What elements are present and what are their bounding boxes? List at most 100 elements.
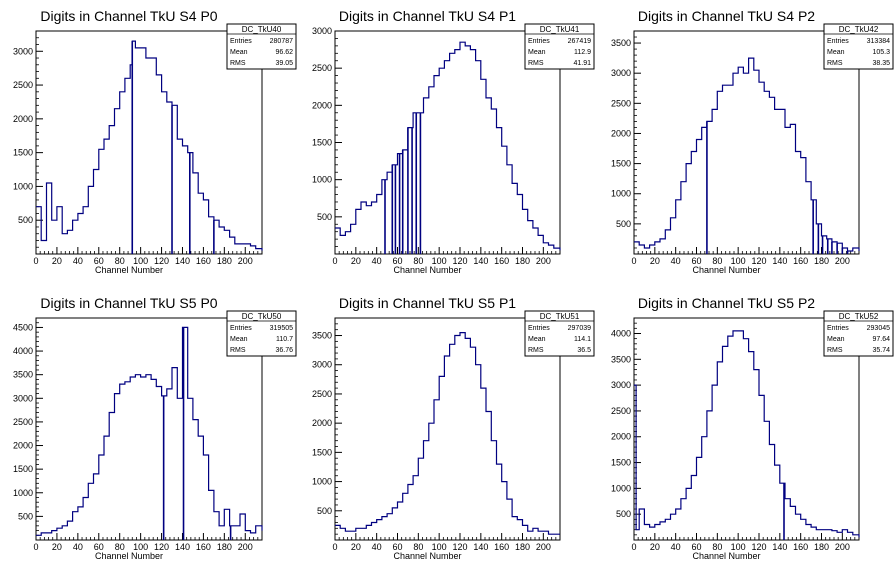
x-axis-label: Channel Number [95, 551, 163, 561]
y-tick-label: 2500 [13, 80, 33, 90]
y-tick-label: 1500 [312, 138, 332, 148]
y-tick-label: 3500 [611, 38, 631, 48]
x-tick-label: 80 [712, 256, 722, 266]
x-tick-label: 100 [432, 256, 447, 266]
y-tick-label: 2500 [611, 98, 631, 108]
x-tick-label: 0 [332, 542, 337, 552]
x-tick-label: 80 [413, 256, 423, 266]
stats-box-frame [226, 310, 297, 357]
x-tick-label: 140 [175, 542, 190, 552]
stats-label: RMS [230, 60, 246, 67]
stats-name: DC_TkU41 [540, 25, 580, 34]
stats-value: 36.5 [577, 347, 591, 354]
stats-label: Mean [528, 336, 546, 343]
x-tick-label: 160 [196, 256, 211, 266]
stats-box: DC_TkU42 Entries 313384 Mean 105.3 RMS 38.35 [823, 23, 894, 70]
x-tick-label: 80 [115, 542, 125, 552]
x-tick-label: 0 [631, 542, 636, 552]
stats-label: Mean [230, 49, 248, 56]
stats-box: DC_TkU52 Entries 293045 Mean 97.64 RMS 35.74 [823, 310, 894, 357]
x-axis-label: Channel Number [393, 265, 461, 275]
stats-label: Entries [827, 325, 849, 332]
chart-title: Digits in Channel TkU S4 P0 [40, 8, 217, 24]
stats-box-frame [524, 23, 595, 70]
x-tick-label: 20 [650, 542, 660, 552]
x-tick-label: 80 [712, 542, 722, 552]
x-tick-label: 100 [731, 256, 746, 266]
chart-title: Digits in Channel TkU S5 P2 [638, 295, 815, 311]
x-tick-label: 100 [133, 256, 148, 266]
x-tick-label: 180 [814, 542, 829, 552]
y-tick-label: 4000 [13, 346, 33, 356]
stats-value: 267419 [568, 38, 591, 45]
x-tick-label: 80 [115, 256, 125, 266]
stats-value: 36.76 [275, 347, 293, 354]
stats-box-frame [823, 23, 894, 70]
stats-value: 297039 [568, 325, 591, 332]
y-tick-label: 500 [317, 506, 332, 516]
stats-box-frame [524, 310, 595, 357]
x-tick-label: 20 [650, 256, 660, 266]
stats-label: Entries [230, 325, 252, 332]
x-tick-label: 160 [494, 256, 509, 266]
y-tick-label: 1000 [13, 488, 33, 498]
stats-box: DC_TkU41 Entries 267419 Mean 112.9 RMS 41.91 [524, 23, 595, 70]
x-tick-label: 100 [731, 542, 746, 552]
x-tick-label: 20 [351, 256, 361, 266]
y-tick-label: 1500 [13, 148, 33, 158]
stats-box-frame [226, 23, 297, 70]
chart-title: Digits in Channel TkU S5 P0 [40, 295, 217, 311]
x-tick-label: 160 [196, 542, 211, 552]
y-tick-label: 3000 [13, 393, 33, 403]
x-tick-label: 60 [94, 542, 104, 552]
x-tick-label: 60 [392, 256, 402, 266]
histogram-panel-6: Digits in Channel TkU S5 P2 0 20 40 60 80 100 1… [611, 295, 894, 561]
stats-value: 38.35 [872, 60, 890, 67]
x-tick-label: 60 [691, 256, 701, 266]
x-tick-label: 180 [217, 256, 232, 266]
stats-label: Mean [230, 336, 248, 343]
x-tick-label: 40 [372, 542, 382, 552]
x-tick-label: 200 [835, 256, 850, 266]
x-tick-label: 160 [793, 256, 808, 266]
y-tick-label: 3000 [611, 68, 631, 78]
histogram-panel-1: Digits in Channel TkU S4 P0 0 20 40 60 80 100 1… [13, 8, 297, 275]
stats-label: Entries [827, 38, 849, 45]
x-tick-label: 140 [473, 542, 488, 552]
histogram-panel-2: Digits in Channel TkU S4 P1 0 20 40 60 80 100 1… [312, 8, 595, 275]
stats-value: 105.3 [872, 49, 890, 56]
y-tick-label: 3500 [312, 331, 332, 341]
y-tick-label: 1000 [312, 175, 332, 185]
histogram-series [36, 326, 263, 536]
x-tick-label: 120 [452, 542, 467, 552]
x-tick-label: 140 [473, 256, 488, 266]
y-tick-label: 2500 [312, 63, 332, 73]
x-axis-label: Channel Number [393, 551, 461, 561]
stats-label: Mean [528, 49, 546, 56]
y-tick-label: 3500 [611, 354, 631, 364]
stats-value: 319505 [270, 325, 293, 332]
x-tick-label: 180 [515, 542, 530, 552]
stats-label: RMS [528, 60, 544, 67]
y-tick-label: 500 [18, 511, 33, 521]
y-tick-label: 3000 [312, 360, 332, 370]
histogram-panel-5: Digits in Channel TkU S5 P1 0 20 40 60 80 100 1… [312, 295, 595, 561]
y-tick-label: 500 [18, 215, 33, 225]
stats-value: 293045 [867, 325, 890, 332]
y-tick-label: 2000 [312, 100, 332, 110]
y-tick-label: 1500 [611, 458, 631, 468]
stats-box: DC_TkU51 Entries 297039 Mean 114.1 RMS 36.5 [524, 310, 595, 357]
stats-label: Entries [230, 38, 252, 45]
histogram-series [335, 332, 560, 535]
histogram-series [634, 57, 860, 252]
x-axis-label: Channel Number [692, 265, 760, 275]
stats-value: 41.91 [573, 60, 591, 67]
x-tick-label: 200 [536, 256, 551, 266]
x-tick-label: 40 [73, 542, 83, 552]
y-tick-label: 1000 [611, 483, 631, 493]
x-tick-label: 60 [94, 256, 104, 266]
x-tick-label: 180 [814, 256, 829, 266]
x-tick-label: 180 [515, 256, 530, 266]
y-tick-label: 2000 [611, 128, 631, 138]
